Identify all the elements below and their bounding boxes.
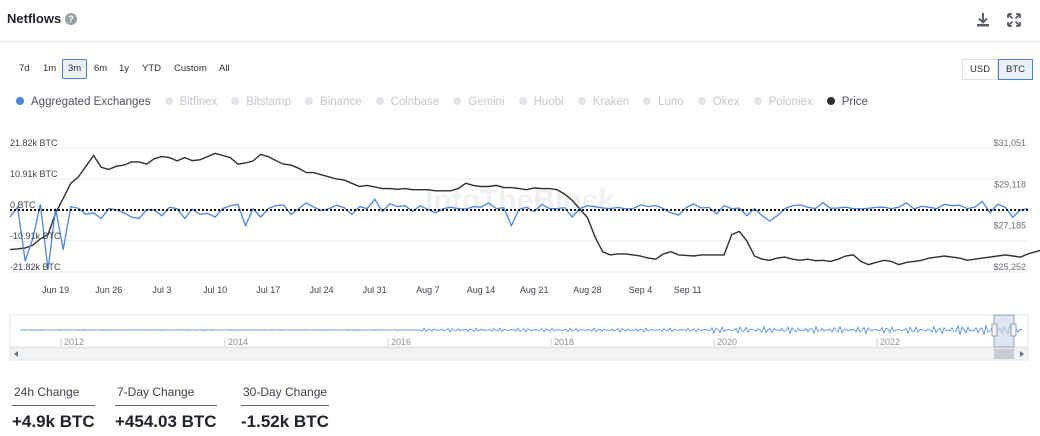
navigator[interactable]: 2012 2014 2016 2018 2020 2022 (0, 310, 1040, 362)
range-1y-button[interactable]: 1y (113, 59, 136, 79)
x-tick-label: Jul 3 (152, 285, 171, 295)
stat-24h-change: 24h Change +4.9k BTC (12, 385, 95, 432)
x-tick-label: Sep 11 (674, 285, 702, 295)
navigator-tick-label: 2014 (228, 337, 248, 347)
legend-item-coinbase[interactable]: Coinbase (375, 96, 439, 108)
range-6m-button[interactable]: 6m (88, 59, 114, 79)
scrollbar-track[interactable] (9, 347, 1029, 361)
x-tick-label: Jul 17 (256, 285, 280, 295)
navigator-tick-label: 2016 (391, 337, 411, 347)
range-3m-button[interactable]: 3m (62, 59, 88, 79)
range-custom-button[interactable]: Custom (168, 59, 213, 79)
chart-legend: Aggregated Exchanges Bitfinex Bitstamp Bina… (16, 96, 882, 110)
navigator-frame (9, 314, 1029, 348)
y-left-tick-label: 10.91k BTC (10, 169, 58, 179)
legend-item-binance[interactable]: Binance (305, 96, 362, 108)
range-7d-button[interactable]: 7d (13, 59, 36, 79)
y-right-tick-label: $25,252 (993, 262, 1026, 272)
y-right-tick-label: $31,051 (993, 138, 1026, 148)
y-left-tick-label: 0 BTC (10, 200, 36, 210)
widget-header: Netflows ? (0, 0, 1040, 42)
expand-icon[interactable] (1006, 12, 1022, 28)
page-title: Netflows (7, 11, 62, 26)
legend-item-luno[interactable]: Luno (643, 96, 684, 108)
navigator-tick-label: 2022 (880, 337, 900, 347)
scroll-right-icon[interactable] (1020, 351, 1024, 357)
legend-item-okex[interactable]: Okex (697, 96, 740, 108)
x-tick-label: Jul 31 (363, 285, 387, 295)
y-left-tick-label: 21.82k BTC (10, 138, 58, 148)
y-right-tick-label: $27,185 (993, 221, 1026, 231)
legend-item-kraken[interactable]: Kraken (577, 96, 629, 108)
download-icon[interactable] (975, 12, 991, 28)
x-tick-label: Aug 7 (416, 285, 440, 295)
navigator-series-line (19, 323, 1023, 336)
x-tick-label: Sep 4 (629, 285, 653, 295)
stat-value: +4.9k BTC (12, 412, 95, 431)
x-tick-label: Jun 19 (42, 285, 69, 295)
scrollbar-thumb[interactable] (994, 349, 1014, 359)
range-ytd-button[interactable]: YTD (136, 59, 167, 79)
navigator-tick-label: 2012 (64, 337, 84, 347)
range-1m-button[interactable]: 1m (37, 59, 63, 79)
stat-value: -1.52k BTC (241, 412, 329, 431)
y-left-tick-label: -10.91k BTC (10, 231, 61, 241)
navigator-tick-label: 2020 (717, 337, 737, 347)
stat-7day-change: 7-Day Change +454.03 BTC (115, 385, 217, 432)
x-tick-label: Aug 21 (520, 285, 549, 295)
unit-usd-button[interactable]: USD (962, 59, 999, 80)
x-tick-label: Aug 14 (467, 285, 496, 295)
stat-label: 7-Day Change (115, 385, 217, 406)
legend-item-bitstamp[interactable]: Bitstamp (231, 96, 291, 108)
legend-item-gemini[interactable]: Gemini (453, 96, 505, 108)
stat-label: 30-Day Change (241, 385, 330, 406)
x-tick-label: Aug 28 (573, 285, 602, 295)
x-tick-label: Jul 24 (309, 285, 333, 295)
stat-30day-change: 30-Day Change -1.52k BTC (241, 385, 330, 432)
x-tick-label: Jul 10 (203, 285, 227, 295)
navigator-right-handle[interactable] (1010, 323, 1017, 337)
legend-item-huobi[interactable]: Huobi (518, 96, 564, 108)
y-right-tick-label: $29,118 (994, 179, 1026, 189)
price-series-line (9, 152, 1040, 266)
navigator-left-handle[interactable] (991, 323, 998, 337)
scroll-left-icon[interactable] (14, 351, 18, 357)
y-left-tick-label: -21.82k BTC (10, 262, 61, 272)
legend-item-aggregated-exchanges[interactable]: Aggregated Exchanges (16, 96, 151, 108)
unit-btc-button[interactable]: BTC (998, 59, 1033, 80)
help-circle-icon[interactable]: ? (65, 13, 77, 25)
navigator-tick-label: 2018 (554, 337, 574, 347)
legend-item-poloniex[interactable]: Poloniex (753, 96, 813, 108)
stat-value: +454.03 BTC (115, 412, 217, 431)
legend-item-bitfinex[interactable]: Bitfinex (164, 96, 217, 108)
legend-item-price[interactable]: Price (826, 96, 868, 108)
x-tick-label: Jun 26 (95, 285, 122, 295)
stat-label: 24h Change (12, 385, 95, 406)
range-all-button[interactable]: All (213, 59, 236, 79)
